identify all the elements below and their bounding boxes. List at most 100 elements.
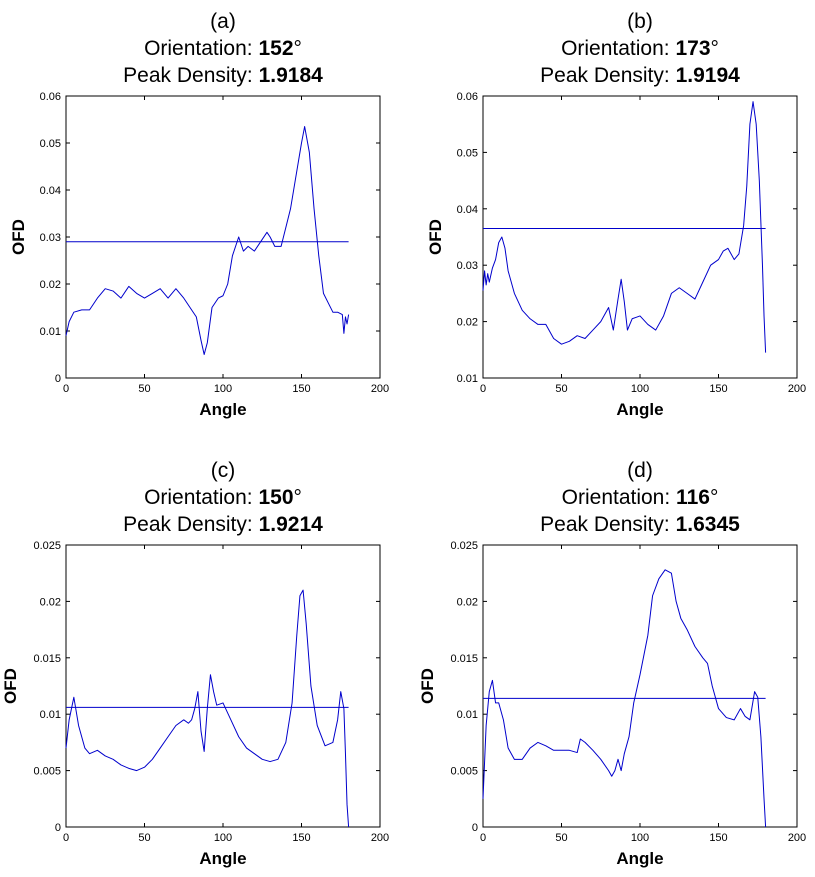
x-tick-label: 150 xyxy=(292,383,310,395)
peak-value: 1.9184 xyxy=(259,64,324,87)
y-tick-label: 0.01 xyxy=(457,709,478,721)
peak-prefix: Peak Density: xyxy=(123,513,258,536)
x-tick-label: 100 xyxy=(631,383,649,395)
y-tick-label: 0.01 xyxy=(457,373,478,385)
plot-frame xyxy=(65,544,381,828)
y-tick-label: 0.005 xyxy=(33,766,61,778)
y-tick-label: 0.06 xyxy=(40,91,61,103)
y-tick-label: 0.02 xyxy=(457,596,478,608)
y-tick-label: 0 xyxy=(55,822,61,834)
x-axis-label: Angle xyxy=(199,400,246,419)
x-tick-label: 0 xyxy=(63,832,69,844)
peak-prefix: Peak Density: xyxy=(540,64,675,87)
x-axis-ticks: 0 50 100 150 200 xyxy=(63,96,389,395)
y-tick-label: 0.04 xyxy=(40,185,61,197)
panel-label: (d) xyxy=(627,459,653,482)
orientation-unit: ° xyxy=(710,486,718,509)
y-tick-label: 0 xyxy=(472,822,478,834)
orientation-line: Orientation: 116° xyxy=(562,486,719,509)
x-tick-label: 0 xyxy=(63,383,69,395)
plot-frame xyxy=(482,544,798,828)
panel-label: (b) xyxy=(627,10,653,33)
x-axis-ticks: 0 50 100 150 200 xyxy=(480,96,806,395)
peak-prefix: Peak Density: xyxy=(540,513,675,536)
x-tick-label: 100 xyxy=(214,832,232,844)
y-axis-ticks: 0.01 0.02 0.03 0.04 0.05 0.06 xyxy=(457,91,797,385)
y-tick-label: 0.05 xyxy=(457,147,478,159)
x-tick-label: 50 xyxy=(555,832,567,844)
peak-prefix: Peak Density: xyxy=(123,64,258,87)
y-tick-label: 0.025 xyxy=(33,540,61,552)
peak-density-line: Peak Density: 1.9184 xyxy=(123,64,323,87)
x-tick-label: 50 xyxy=(138,383,150,395)
plot-frame xyxy=(482,95,798,379)
y-tick-label: 0.025 xyxy=(450,540,478,552)
y-tick-label: 0.01 xyxy=(40,709,61,721)
plot-marks xyxy=(482,569,767,828)
orientation-prefix: Orientation: xyxy=(144,486,258,509)
x-tick-label: 200 xyxy=(371,383,389,395)
y-tick-label: 0.015 xyxy=(33,653,61,665)
plot-frame xyxy=(65,95,381,379)
y-axis-ticks: 0 0.01 0.02 0.03 0.04 0.05 0.06 xyxy=(40,91,380,385)
ofd-series-line xyxy=(65,589,350,828)
panel-c: (c) Orientation: 150° Peak Density: 1.92… xyxy=(1,459,389,868)
y-tick-label: 0.04 xyxy=(457,204,478,216)
y-tick-label: 0.06 xyxy=(457,91,478,103)
y-axis-label: OFD xyxy=(426,219,445,255)
x-tick-label: 150 xyxy=(709,383,727,395)
orientation-line: Orientation: 150° xyxy=(144,486,302,509)
x-tick-label: 100 xyxy=(631,832,649,844)
orientation-unit: ° xyxy=(294,486,302,509)
plot-marks xyxy=(482,101,767,353)
x-axis-label: Angle xyxy=(616,400,663,419)
panel-d: (d) Orientation: 116° Peak Density: 1.63… xyxy=(418,459,806,868)
ofd-series-line xyxy=(482,569,767,828)
y-axis-ticks: 0 0.005 0.01 0.015 0.02 0.025 xyxy=(450,540,797,834)
orientation-value: 150 xyxy=(258,486,293,509)
y-tick-label: 0.02 xyxy=(40,279,61,291)
peak-density-line: Peak Density: 1.6345 xyxy=(540,513,740,536)
orientation-value: 152 xyxy=(258,37,293,60)
x-tick-label: 0 xyxy=(480,832,486,844)
y-tick-label: 0.03 xyxy=(40,232,61,244)
panel-b: (b) Orientation: 173° Peak Density: 1.91… xyxy=(426,10,806,419)
y-tick-label: 0 xyxy=(55,373,61,385)
x-tick-label: 0 xyxy=(480,383,486,395)
x-tick-label: 50 xyxy=(138,832,150,844)
y-axis-label: OFD xyxy=(9,219,28,255)
plot-marks xyxy=(65,589,350,828)
y-axis-ticks: 0 0.005 0.01 0.015 0.02 0.025 xyxy=(33,540,380,834)
peak-value: 1.6345 xyxy=(676,513,741,536)
orientation-prefix: Orientation: xyxy=(144,37,258,60)
x-axis-label: Angle xyxy=(616,849,663,868)
peak-density-line: Peak Density: 1.9214 xyxy=(123,513,323,536)
x-tick-label: 200 xyxy=(788,383,806,395)
y-axis-label: OFD xyxy=(418,668,437,704)
x-tick-label: 150 xyxy=(292,832,310,844)
y-tick-label: 0.015 xyxy=(450,653,478,665)
ofd-series-line xyxy=(482,101,767,353)
peak-density-line: Peak Density: 1.9194 xyxy=(540,64,740,87)
panel-label: (c) xyxy=(211,459,236,482)
x-axis-ticks: 0 50 100 150 200 xyxy=(63,545,389,844)
orientation-prefix: Orientation: xyxy=(562,486,676,509)
x-tick-label: 50 xyxy=(555,383,567,395)
x-axis-label: Angle xyxy=(199,849,246,868)
y-tick-label: 0.005 xyxy=(450,766,478,778)
panel-a: (a) Orientation: 152° Peak Density: 1.91… xyxy=(9,10,389,419)
peak-value: 1.9214 xyxy=(259,513,324,536)
x-tick-label: 150 xyxy=(709,832,727,844)
y-tick-label: 0.05 xyxy=(40,138,61,150)
x-tick-label: 100 xyxy=(214,383,232,395)
peak-value: 1.9194 xyxy=(676,64,741,87)
y-axis-label: OFD xyxy=(1,668,20,704)
y-tick-label: 0.03 xyxy=(457,260,478,272)
orientation-unit: ° xyxy=(711,37,719,60)
orientation-line: Orientation: 173° xyxy=(561,37,719,60)
y-tick-label: 0.02 xyxy=(40,596,61,608)
plot-marks xyxy=(65,126,350,355)
orientation-line: Orientation: 152° xyxy=(144,37,302,60)
y-tick-label: 0.02 xyxy=(457,317,478,329)
